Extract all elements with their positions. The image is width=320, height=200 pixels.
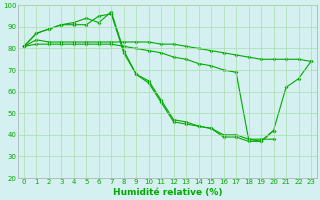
X-axis label: Humidité relative (%): Humidité relative (%) [113, 188, 222, 197]
